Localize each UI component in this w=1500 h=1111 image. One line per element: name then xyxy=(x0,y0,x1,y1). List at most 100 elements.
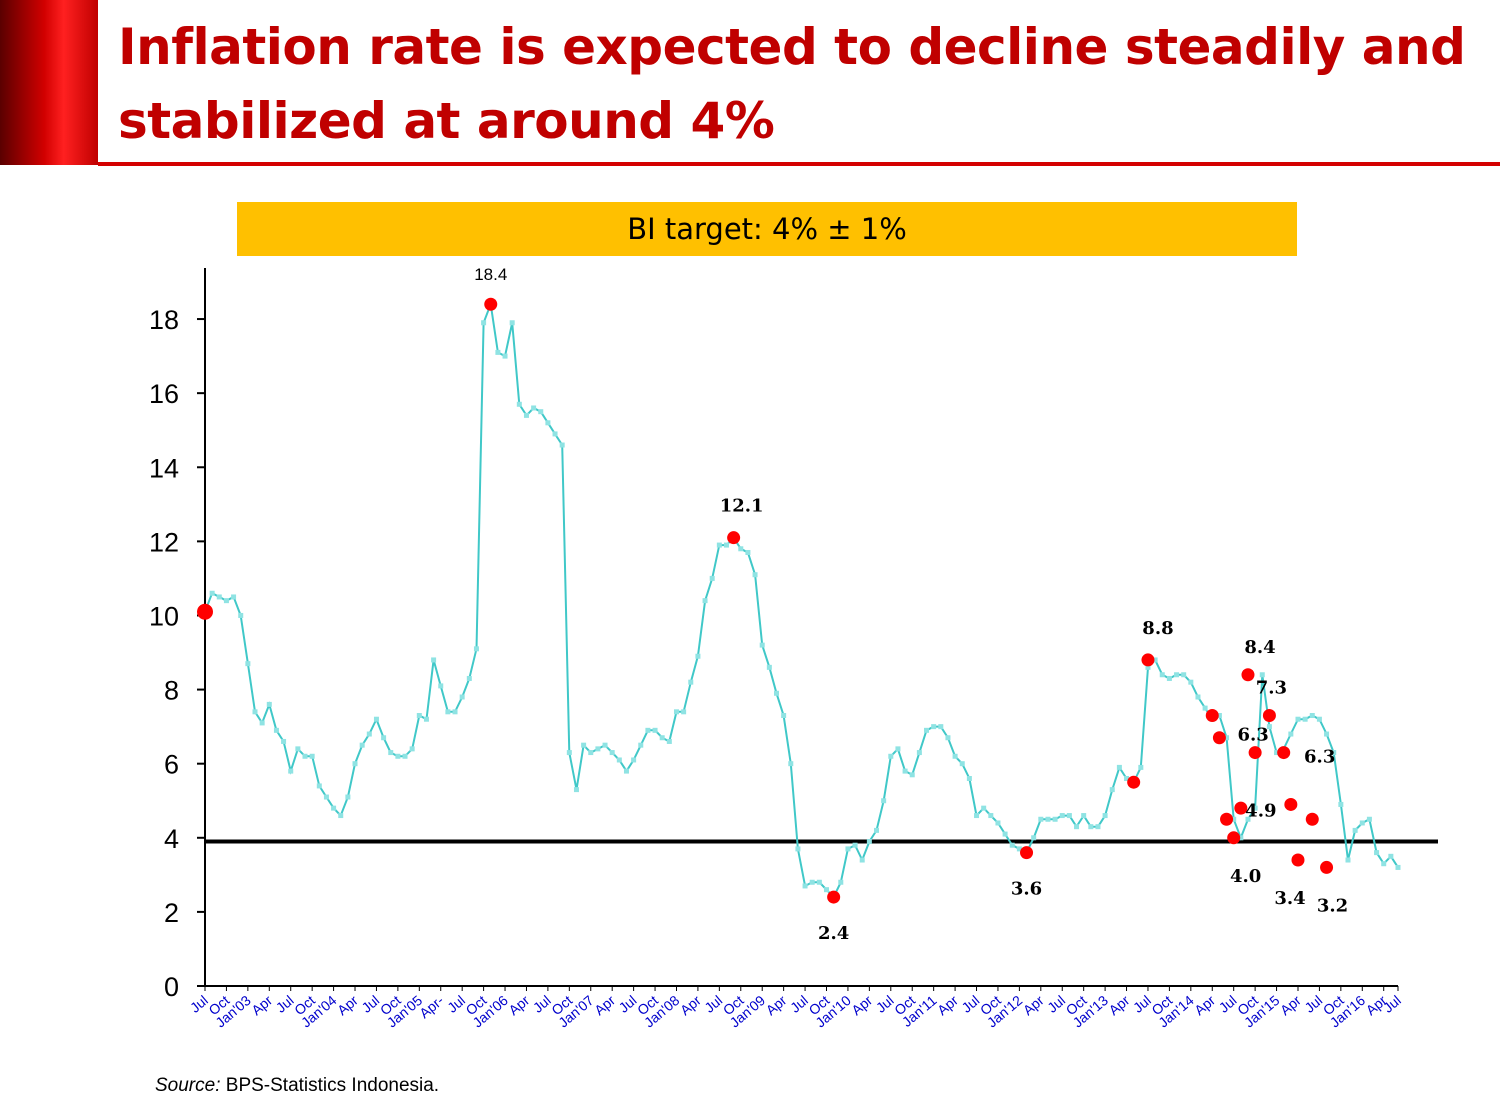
data-label: 6.3 xyxy=(1304,747,1335,768)
slide-title: Inflation rate is expected to decline st… xyxy=(118,18,1466,150)
series-marker xyxy=(602,742,608,748)
series-marker xyxy=(516,401,522,407)
series-marker xyxy=(759,642,765,648)
series-marker xyxy=(566,750,572,756)
series-marker xyxy=(1316,716,1322,722)
series-marker xyxy=(766,664,772,670)
series-marker xyxy=(216,594,222,600)
series-marker xyxy=(1174,672,1180,678)
series-marker xyxy=(1374,850,1380,856)
series-marker xyxy=(559,442,565,448)
highlight-point xyxy=(1020,846,1034,860)
x-tick-label: Apr xyxy=(334,992,361,1018)
series-marker xyxy=(323,794,329,800)
series-marker xyxy=(1274,750,1280,756)
series-marker xyxy=(981,805,987,811)
series-marker xyxy=(1288,731,1294,737)
series-marker xyxy=(1074,824,1080,830)
series-marker xyxy=(852,842,858,848)
x-tick-label: Apr xyxy=(934,992,961,1018)
title-underline xyxy=(98,162,1500,166)
series-marker xyxy=(1102,813,1108,819)
series-marker xyxy=(659,735,665,741)
series-marker xyxy=(481,320,487,326)
y-tick-label: 4 xyxy=(164,824,179,854)
series-marker xyxy=(1002,831,1008,837)
series-marker xyxy=(245,661,251,667)
series-marker xyxy=(466,675,472,681)
series-marker xyxy=(652,727,658,733)
series-marker xyxy=(523,412,529,418)
title-accent-bar xyxy=(0,0,98,165)
series-marker xyxy=(952,753,958,759)
series-marker xyxy=(1045,816,1051,822)
highlight-point xyxy=(1241,668,1255,682)
series-marker xyxy=(1095,824,1101,830)
series-marker xyxy=(423,716,429,722)
y-tick-label: 0 xyxy=(164,972,179,1002)
series-marker xyxy=(538,409,544,415)
series-marker xyxy=(1202,705,1208,711)
series-marker xyxy=(1331,750,1337,756)
series-marker xyxy=(1324,731,1330,737)
series-marker xyxy=(938,724,944,730)
highlight-point xyxy=(827,890,841,904)
x-tick-label: Jul xyxy=(1380,992,1404,1016)
series-marker xyxy=(273,727,279,733)
series-marker xyxy=(352,761,358,767)
series-marker xyxy=(1188,679,1194,685)
data-label: 4.0 xyxy=(1230,866,1261,887)
series-marker xyxy=(695,653,701,659)
series-marker xyxy=(795,846,801,852)
series-marker xyxy=(238,612,244,618)
series-line-group xyxy=(202,300,1401,900)
series-marker xyxy=(1352,827,1358,833)
series-marker xyxy=(316,783,322,789)
y-tick-label: 16 xyxy=(149,379,179,409)
data-label: 4.9 xyxy=(1245,800,1276,821)
series-marker xyxy=(281,738,287,744)
data-label: 6.3 xyxy=(1237,725,1268,746)
series-marker xyxy=(338,813,344,819)
series-marker xyxy=(916,750,922,756)
series-marker xyxy=(581,742,587,748)
highlight-point xyxy=(727,531,741,545)
highlight-point xyxy=(1262,709,1276,723)
highlight-point xyxy=(484,297,498,311)
series-marker xyxy=(888,753,894,759)
series-marker xyxy=(816,879,822,885)
series-marker xyxy=(1016,846,1022,852)
y-tick-label: 10 xyxy=(149,601,179,631)
series-marker xyxy=(1081,813,1087,819)
series-marker xyxy=(1195,694,1201,700)
data-label: 3.4 xyxy=(1274,888,1305,909)
series-marker xyxy=(345,794,351,800)
series-marker xyxy=(266,701,272,707)
series-marker xyxy=(1359,820,1365,826)
highlight-point xyxy=(1127,775,1141,789)
data-label: 7.3 xyxy=(1256,678,1287,699)
series-marker xyxy=(995,820,1001,826)
series-marker xyxy=(495,349,501,355)
series-marker xyxy=(609,750,615,756)
series-marker xyxy=(1116,764,1122,770)
series-marker xyxy=(1031,835,1037,841)
series-marker xyxy=(752,572,758,578)
y-tick-label: 2 xyxy=(164,898,179,928)
series-marker xyxy=(459,694,465,700)
series-marker xyxy=(531,405,537,411)
x-tick-label: Apr xyxy=(677,992,704,1018)
series-marker xyxy=(445,709,451,715)
data-label: 18.4 xyxy=(474,265,507,284)
series-marker xyxy=(1166,675,1172,681)
highlight-point xyxy=(197,603,213,620)
series-marker xyxy=(1181,672,1187,678)
series-marker xyxy=(452,709,458,715)
y-tick-label: 8 xyxy=(164,676,179,706)
highlight-point xyxy=(1227,831,1241,845)
series-marker xyxy=(381,735,387,741)
series-marker xyxy=(252,709,258,715)
y-tick-label: 12 xyxy=(149,527,179,557)
series-marker xyxy=(681,709,687,715)
series-marker xyxy=(874,827,880,833)
